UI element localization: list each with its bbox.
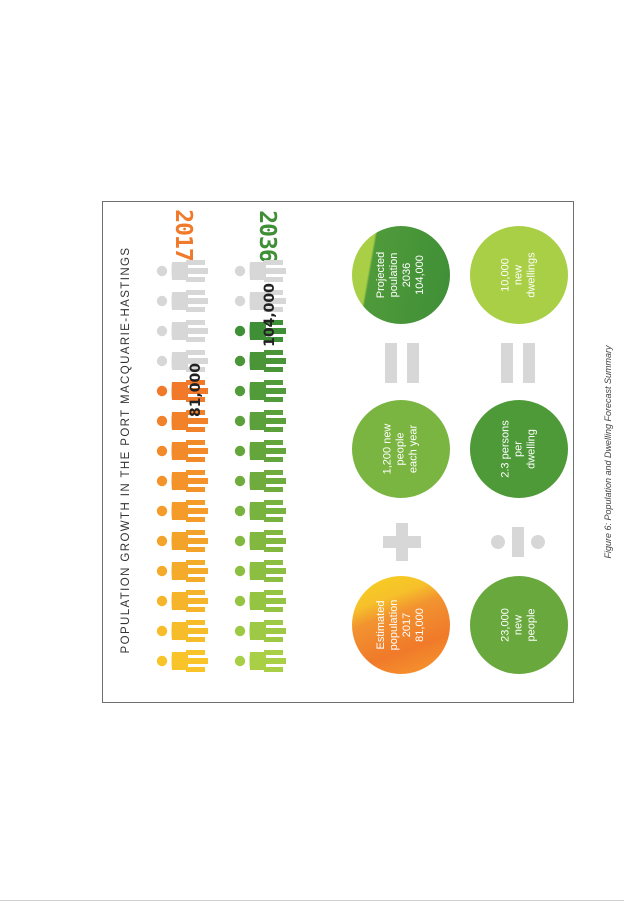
persons-per-dwelling-text: 2.3 persons per dwelling xyxy=(499,420,538,478)
person-icon-2036 xyxy=(234,620,286,642)
person-icon-2036 xyxy=(234,350,286,372)
person-icon-2017 xyxy=(156,560,208,582)
person-icon-2017 xyxy=(156,260,208,282)
equals-icon xyxy=(385,343,419,383)
equals-icon-2 xyxy=(501,343,535,383)
person-icon-2017 xyxy=(156,530,208,552)
divide-icon xyxy=(491,527,545,557)
person-icon-2017 xyxy=(156,590,208,612)
population-2036-value: 104,000 xyxy=(262,283,278,347)
plus-icon xyxy=(383,523,421,561)
new-dwellings-text: 10,000 new dwellings xyxy=(499,252,538,298)
person-icon-2036 xyxy=(234,380,286,402)
estimated-population-text: Estimated population 2017 81,000 xyxy=(375,599,426,651)
estimated-population-circle: Estimated population 2017 81,000 xyxy=(352,576,450,674)
population-2017-value: 81,000 xyxy=(188,362,204,418)
figure-caption-box: Figure 6: Population and Dwelling Foreca… xyxy=(601,216,615,688)
person-icon-2036 xyxy=(234,320,286,342)
projected-population-text: Projected poulation 2036 104,000 xyxy=(375,251,426,299)
person-icon-2017 xyxy=(156,650,208,672)
new-dwellings-circle: 10,000 new dwellings xyxy=(470,226,568,324)
new-people-text: 23,000 new people xyxy=(499,608,538,642)
person-icon-2036 xyxy=(234,500,286,522)
projected-population-circle: Projected poulation 2036 104,000 xyxy=(352,226,450,324)
person-icon-2017 xyxy=(156,500,208,522)
person-icon-2017 xyxy=(156,440,208,462)
person-icon-2036 xyxy=(234,410,286,432)
person-icon-2036 xyxy=(234,440,286,462)
page-footer-rule xyxy=(0,900,624,901)
person-icon-2017 xyxy=(156,320,208,342)
person-icon-2017 xyxy=(156,350,208,372)
person-icon-2036 xyxy=(234,530,286,552)
person-icon-2017 xyxy=(156,410,208,432)
person-icon-2017 xyxy=(156,290,208,312)
new-people-each-year-circle: 1,200 new people each year xyxy=(352,400,450,498)
persons-per-dwelling-circle: 2.3 persons per dwelling xyxy=(470,400,568,498)
new-people-circle: 23,000 new people xyxy=(470,576,568,674)
person-icon-2017 xyxy=(156,470,208,492)
person-icon-2036 xyxy=(234,650,286,672)
figure-caption: Figure 6: Population and Dwelling Foreca… xyxy=(603,345,613,559)
person-icon-2036 xyxy=(234,260,286,282)
person-icon-2036 xyxy=(234,560,286,582)
new-people-each-year-text: 1,200 new people each year xyxy=(381,423,420,475)
person-icon-2036 xyxy=(234,290,286,312)
person-icon-2036 xyxy=(234,470,286,492)
person-icon-2036 xyxy=(234,590,286,612)
person-icon-2017 xyxy=(156,620,208,642)
person-icon-2017 xyxy=(156,380,208,402)
